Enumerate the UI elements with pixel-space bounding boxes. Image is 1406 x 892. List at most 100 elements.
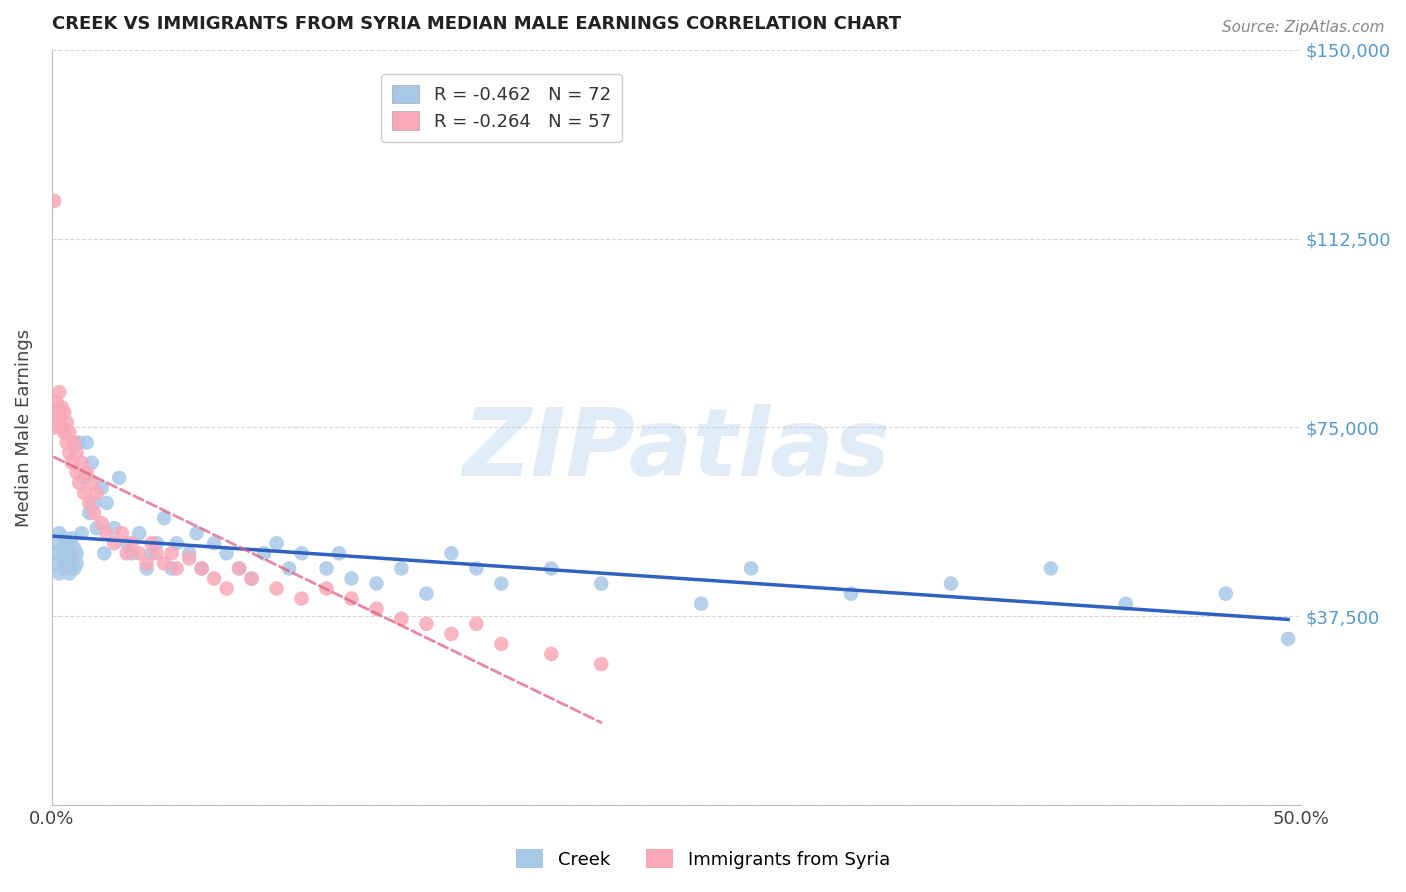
Point — [690, 597, 713, 611]
Point — [491, 576, 513, 591]
Point — [53, 425, 76, 440]
Point — [491, 637, 513, 651]
Point — [55, 416, 77, 430]
Y-axis label: Median Male Earnings: Median Male Earnings — [15, 328, 32, 526]
Point — [202, 572, 225, 586]
Point — [166, 561, 188, 575]
Point — [73, 486, 96, 500]
Point — [839, 586, 862, 600]
Point — [415, 616, 437, 631]
Point — [58, 546, 80, 560]
Point — [70, 526, 93, 541]
Text: Source: ZipAtlas.com: Source: ZipAtlas.com — [1222, 20, 1385, 35]
Point — [115, 536, 138, 550]
Point — [96, 496, 118, 510]
Point — [366, 576, 388, 591]
Point — [340, 572, 363, 586]
Point — [48, 410, 70, 425]
Point — [253, 546, 276, 560]
Point — [48, 385, 70, 400]
Point — [48, 526, 70, 541]
Point — [96, 526, 118, 541]
Point — [73, 471, 96, 485]
Point — [55, 536, 77, 550]
Point — [90, 516, 112, 530]
Point — [366, 601, 388, 615]
Point — [278, 561, 301, 575]
Point — [145, 546, 167, 560]
Point — [391, 612, 413, 626]
Point — [128, 526, 150, 541]
Point — [55, 435, 77, 450]
Point — [153, 511, 176, 525]
Point — [66, 466, 89, 480]
Point — [160, 546, 183, 560]
Point — [290, 546, 312, 560]
Point — [58, 566, 80, 581]
Point — [228, 561, 250, 575]
Point — [186, 526, 208, 541]
Point — [83, 496, 105, 510]
Point — [44, 420, 66, 434]
Point — [328, 546, 350, 560]
Point — [76, 466, 98, 480]
Point — [228, 561, 250, 575]
Point — [103, 521, 125, 535]
Point — [202, 536, 225, 550]
Point — [179, 546, 201, 560]
Point — [51, 551, 73, 566]
Point — [48, 566, 70, 581]
Point — [60, 456, 83, 470]
Point — [540, 647, 562, 661]
Point — [66, 557, 89, 571]
Point — [58, 445, 80, 459]
Point — [51, 420, 73, 434]
Point — [53, 561, 76, 575]
Point — [51, 401, 73, 415]
Point — [465, 616, 488, 631]
Point — [66, 546, 89, 560]
Point — [63, 541, 86, 556]
Point — [51, 541, 73, 556]
Point — [415, 586, 437, 600]
Point — [591, 576, 613, 591]
Point — [1115, 597, 1137, 611]
Point — [740, 561, 762, 575]
Point — [108, 471, 131, 485]
Text: ZIPatlas: ZIPatlas — [463, 404, 890, 496]
Point — [121, 536, 143, 550]
Point — [80, 456, 103, 470]
Point — [141, 546, 163, 560]
Point — [121, 546, 143, 560]
Point — [315, 561, 337, 575]
Point — [86, 521, 108, 535]
Point — [153, 557, 176, 571]
Point — [67, 475, 90, 490]
Point — [128, 546, 150, 560]
Point — [190, 561, 212, 575]
Point — [76, 435, 98, 450]
Point — [141, 536, 163, 550]
Point — [215, 582, 238, 596]
Point — [240, 572, 263, 586]
Point — [90, 481, 112, 495]
Point — [215, 546, 238, 560]
Point — [45, 557, 67, 571]
Point — [44, 546, 66, 560]
Point — [465, 561, 488, 575]
Point — [266, 536, 288, 550]
Point — [86, 486, 108, 500]
Point — [53, 531, 76, 545]
Point — [240, 572, 263, 586]
Legend: Creek, Immigrants from Syria: Creek, Immigrants from Syria — [509, 842, 897, 876]
Point — [53, 546, 76, 560]
Point — [591, 657, 613, 672]
Point — [145, 536, 167, 550]
Point — [160, 561, 183, 575]
Point — [440, 546, 463, 560]
Point — [45, 405, 67, 419]
Point — [67, 435, 90, 450]
Point — [63, 435, 86, 450]
Point — [58, 425, 80, 440]
Point — [166, 536, 188, 550]
